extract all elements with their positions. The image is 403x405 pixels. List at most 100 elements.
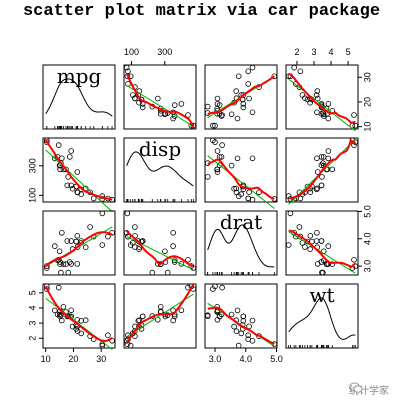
panel-disp-vs-disp — [123, 137, 197, 203]
data-point — [105, 332, 111, 339]
data-point — [69, 185, 76, 192]
panel-disp-vs-wt — [285, 137, 359, 203]
data-point — [68, 148, 74, 154]
data-point — [228, 162, 235, 169]
smooth-fit-line — [288, 138, 356, 200]
data-point — [249, 317, 256, 324]
data-point — [249, 64, 256, 71]
data-point — [136, 317, 143, 324]
data-point — [246, 189, 252, 196]
x-tick-label-disp: 300 — [157, 47, 172, 57]
data-point — [68, 182, 74, 189]
density-curve-drat — [207, 224, 275, 268]
y-tick-label-drat: 3.0 — [362, 260, 372, 273]
data-point — [307, 99, 313, 106]
data-point — [212, 139, 218, 145]
data-point — [307, 246, 313, 252]
y-tick-label-wt: 5 — [27, 290, 37, 295]
data-point — [124, 210, 131, 217]
watermark-text: 统计学家 — [349, 386, 389, 397]
panel-mpg-vs-mpg — [42, 64, 116, 130]
data-point — [287, 210, 294, 217]
x-tick-label-drat: 3.0 — [209, 354, 222, 364]
data-point — [314, 185, 321, 192]
data-point — [58, 230, 65, 236]
data-point — [245, 332, 252, 339]
panel-disp-vs-mpg — [42, 137, 116, 203]
x-tick-label-mpg: 10 — [41, 354, 51, 364]
data-point — [64, 238, 71, 244]
data-point — [67, 154, 73, 160]
y-tick-label-disp: 300 — [27, 158, 37, 173]
data-point — [136, 246, 142, 252]
panel-drat-vs-mpg — [42, 210, 116, 276]
data-point — [139, 238, 146, 244]
data-point — [155, 95, 161, 102]
data-point — [56, 311, 63, 318]
data-point — [74, 261, 81, 267]
data-point — [249, 109, 256, 116]
data-point — [329, 166, 336, 173]
panel-wt-vs-mpg — [42, 283, 116, 349]
density-curve-mpg — [45, 78, 113, 117]
data-point — [351, 112, 357, 118]
data-point — [235, 193, 242, 199]
data-point — [64, 182, 71, 189]
data-point — [132, 95, 138, 102]
data-point — [325, 115, 332, 122]
data-point — [216, 313, 223, 320]
data-point — [55, 284, 62, 291]
data-point — [219, 284, 225, 291]
density-curve-wt — [288, 297, 356, 340]
data-point — [313, 92, 320, 98]
linear-fit-line — [207, 155, 275, 209]
data-point — [170, 243, 176, 249]
data-point — [136, 99, 142, 106]
smooth-fit-line — [207, 158, 275, 200]
data-point — [204, 174, 211, 180]
data-point — [212, 283, 218, 290]
smooth-fit-line — [288, 72, 356, 125]
data-point — [245, 195, 252, 202]
data-point — [60, 304, 67, 310]
data-point — [132, 333, 138, 339]
data-point — [351, 256, 357, 263]
linear-fit-line — [288, 231, 356, 274]
data-point — [178, 307, 185, 314]
data-point — [234, 155, 241, 162]
data-point — [302, 244, 308, 250]
data-point — [285, 193, 292, 199]
data-point — [297, 195, 304, 202]
data-point — [214, 95, 221, 102]
data-point — [240, 104, 247, 111]
data-point — [68, 307, 74, 314]
data-point — [325, 148, 332, 154]
data-point — [82, 244, 89, 251]
data-point — [307, 189, 314, 196]
data-point — [314, 230, 320, 236]
data-point — [99, 210, 106, 217]
data-point — [190, 122, 197, 129]
smooth-fit-line — [288, 229, 356, 269]
data-point — [125, 233, 131, 240]
data-point — [74, 233, 81, 239]
smooth-fit-line — [125, 73, 195, 128]
y-tick-label-wt: 2 — [27, 336, 37, 341]
data-point — [234, 115, 241, 122]
data-point — [63, 166, 69, 173]
data-point — [246, 95, 252, 102]
panel-disp-vs-drat — [204, 137, 278, 203]
data-point — [256, 189, 262, 196]
watermark: 统计学家 — [349, 382, 389, 397]
panel-wt-vs-disp — [123, 283, 197, 349]
data-point — [249, 155, 256, 162]
data-point — [296, 224, 303, 230]
data-point — [178, 261, 185, 267]
data-point — [320, 269, 326, 276]
data-point — [57, 166, 63, 173]
data-point — [127, 242, 134, 248]
data-point — [313, 186, 320, 193]
smooth-fit-line — [44, 231, 113, 268]
y-tick-label-mpg: 20 — [362, 97, 372, 107]
data-point — [123, 64, 130, 71]
